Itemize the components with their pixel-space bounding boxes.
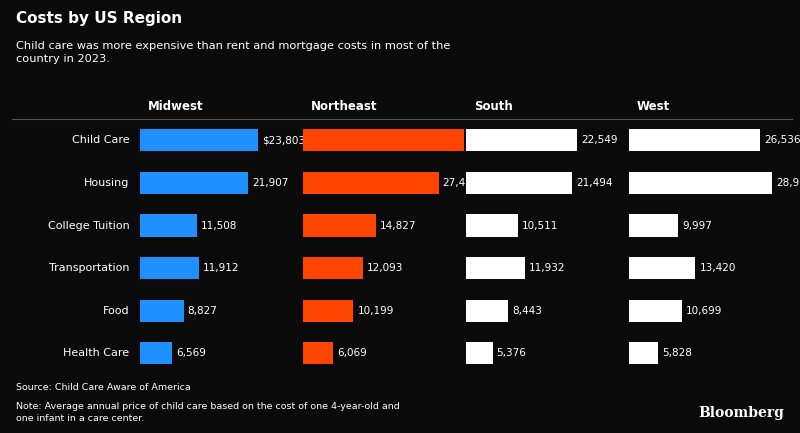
- Text: 9,997: 9,997: [682, 220, 712, 230]
- Bar: [303, 214, 376, 236]
- Text: 21,494: 21,494: [576, 178, 613, 188]
- Text: South: South: [474, 100, 513, 113]
- Bar: [466, 129, 578, 152]
- Text: $23,803: $23,803: [262, 136, 305, 145]
- Bar: [140, 172, 248, 194]
- Bar: [629, 300, 682, 322]
- Bar: [303, 300, 354, 322]
- Text: 14,827: 14,827: [380, 220, 417, 230]
- Bar: [466, 172, 572, 194]
- Text: 11,912: 11,912: [203, 263, 239, 273]
- Bar: [303, 257, 362, 279]
- Bar: [629, 172, 772, 194]
- Text: Transportation: Transportation: [49, 263, 130, 273]
- Text: 12,093: 12,093: [367, 263, 403, 273]
- Text: Midwest: Midwest: [148, 100, 204, 113]
- Text: Child care was more expensive than rent and mortgage costs in most of the
countr: Child care was more expensive than rent …: [16, 41, 450, 65]
- Text: 10,699: 10,699: [686, 306, 722, 316]
- Text: 27,433: 27,433: [442, 178, 479, 188]
- Bar: [140, 342, 173, 364]
- Text: Note: Average annual price of child care based on the cost of one 4-year-old and: Note: Average annual price of child care…: [16, 402, 400, 423]
- Text: Health Care: Health Care: [63, 348, 130, 358]
- Text: 6,069: 6,069: [337, 348, 367, 358]
- Bar: [303, 129, 464, 152]
- Bar: [140, 129, 258, 152]
- Bar: [629, 129, 760, 152]
- Text: 11,508: 11,508: [201, 220, 238, 230]
- Text: Costs by US Region: Costs by US Region: [16, 11, 182, 26]
- Bar: [629, 342, 658, 364]
- Text: 13,420: 13,420: [699, 263, 736, 273]
- Bar: [303, 342, 333, 364]
- Bar: [466, 214, 518, 236]
- Text: 8,443: 8,443: [512, 306, 542, 316]
- Text: 6,569: 6,569: [177, 348, 206, 358]
- Text: 10,511: 10,511: [522, 220, 558, 230]
- Bar: [629, 214, 678, 236]
- Text: 28,938: 28,938: [776, 178, 800, 188]
- Text: Source: Child Care Aware of America: Source: Child Care Aware of America: [16, 383, 190, 392]
- Text: Housing: Housing: [84, 178, 130, 188]
- Bar: [466, 300, 508, 322]
- Text: 8,827: 8,827: [188, 306, 218, 316]
- Text: 21,907: 21,907: [252, 178, 289, 188]
- Text: 11,932: 11,932: [529, 263, 566, 273]
- Text: 5,828: 5,828: [662, 348, 692, 358]
- Text: West: West: [637, 100, 670, 113]
- Bar: [303, 172, 438, 194]
- Text: 5,376: 5,376: [497, 348, 526, 358]
- Bar: [629, 257, 695, 279]
- Text: Food: Food: [102, 306, 130, 316]
- Text: Bloomberg: Bloomberg: [698, 406, 784, 420]
- Bar: [466, 342, 493, 364]
- Text: 26,536: 26,536: [764, 136, 800, 145]
- Text: 22,549: 22,549: [582, 136, 618, 145]
- Bar: [140, 214, 197, 236]
- Text: 32,614: 32,614: [468, 136, 505, 145]
- Text: College Tuition: College Tuition: [48, 220, 130, 230]
- Text: Child Care: Child Care: [72, 136, 130, 145]
- Text: Northeast: Northeast: [311, 100, 378, 113]
- Bar: [140, 257, 199, 279]
- Text: 10,199: 10,199: [358, 306, 394, 316]
- Bar: [140, 300, 184, 322]
- Bar: [466, 257, 525, 279]
